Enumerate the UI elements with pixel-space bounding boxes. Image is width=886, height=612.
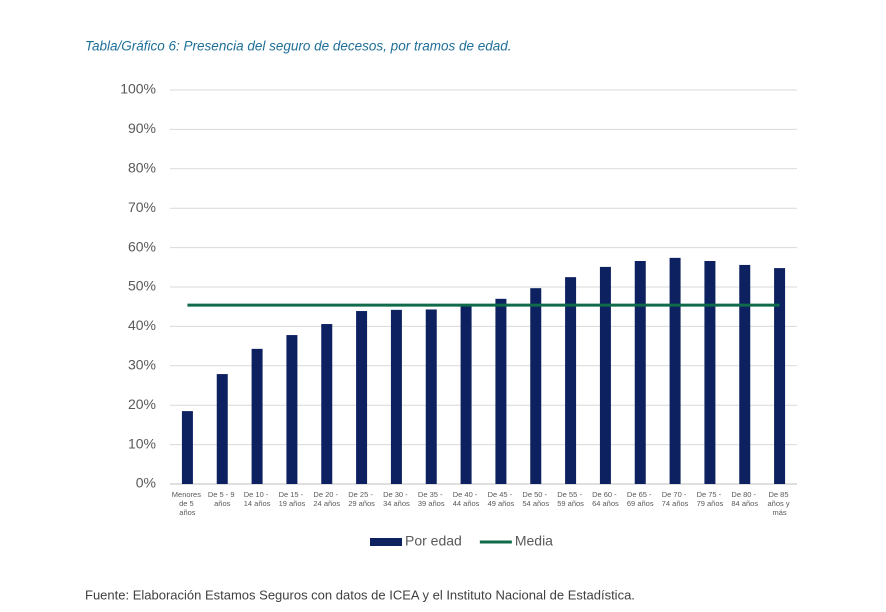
y-tick-label: 40% xyxy=(128,317,156,333)
x-tick-label: De 5 - 9 años xyxy=(208,490,237,508)
y-tick-label: 90% xyxy=(128,120,156,136)
y-tick-label: 60% xyxy=(128,238,156,254)
bar xyxy=(390,309,402,484)
bar xyxy=(669,257,681,484)
bar xyxy=(425,309,437,484)
x-tick-label: De 40 - 44 años xyxy=(453,490,480,508)
bar xyxy=(181,411,193,484)
x-tick-label: De 30 - 34 años xyxy=(383,490,410,508)
bar xyxy=(356,311,368,484)
x-tick-label: De 45 - 49 años xyxy=(488,490,515,508)
y-tick-label: 30% xyxy=(128,357,156,373)
x-tick-label: De 55 - 59 años xyxy=(557,490,584,508)
x-tick-label: De 85 años y más xyxy=(767,490,791,517)
source-note: Fuente: Elaboración Estamos Seguros con … xyxy=(85,587,635,602)
x-tick-label: De 60 - 64 años xyxy=(592,490,619,508)
x-tick-label: De 65 - 69 años xyxy=(627,490,654,508)
x-tick-label: De 10 - 14 años xyxy=(244,490,271,508)
x-tick-label: De 50 - 54 años xyxy=(522,490,549,508)
y-tick-label: 80% xyxy=(128,160,156,176)
bar xyxy=(565,277,577,484)
bar xyxy=(495,298,507,484)
bar xyxy=(251,348,263,484)
chart-title: Tabla/Gráfico 6: Presencia del seguro de… xyxy=(85,39,512,54)
x-tick-label: Menores de 5 años xyxy=(172,490,203,517)
bar xyxy=(321,324,333,484)
bar xyxy=(704,260,716,484)
bar xyxy=(774,268,786,484)
x-tick-label: De 80 - 84 años xyxy=(731,490,758,508)
y-tick-label: 20% xyxy=(128,396,156,412)
x-tick-label: De 25 - 29 años xyxy=(348,490,375,508)
bar xyxy=(599,266,611,484)
legend-label: Media xyxy=(515,533,553,549)
y-tick-label: 0% xyxy=(136,475,156,491)
y-tick-label: 10% xyxy=(128,435,156,451)
bar xyxy=(739,264,751,484)
x-tick-label: De 20 - 24 años xyxy=(313,490,340,508)
legend-label: Por edad xyxy=(405,533,462,549)
legend-swatch xyxy=(370,538,402,546)
y-tick-label: 50% xyxy=(128,278,156,294)
x-tick-label: De 15 - 19 años xyxy=(279,490,306,508)
x-tick-label: De 75 - 79 años xyxy=(697,490,724,508)
bar xyxy=(216,374,228,484)
bar xyxy=(286,335,298,484)
x-tick-label: De 70 - 74 años xyxy=(662,490,689,508)
y-tick-label: 70% xyxy=(128,199,156,215)
bar xyxy=(634,260,646,484)
y-tick-label: 100% xyxy=(120,81,156,97)
bar xyxy=(460,305,472,484)
x-tick-label: De 35 - 39 años xyxy=(418,490,445,508)
bar xyxy=(530,288,542,484)
